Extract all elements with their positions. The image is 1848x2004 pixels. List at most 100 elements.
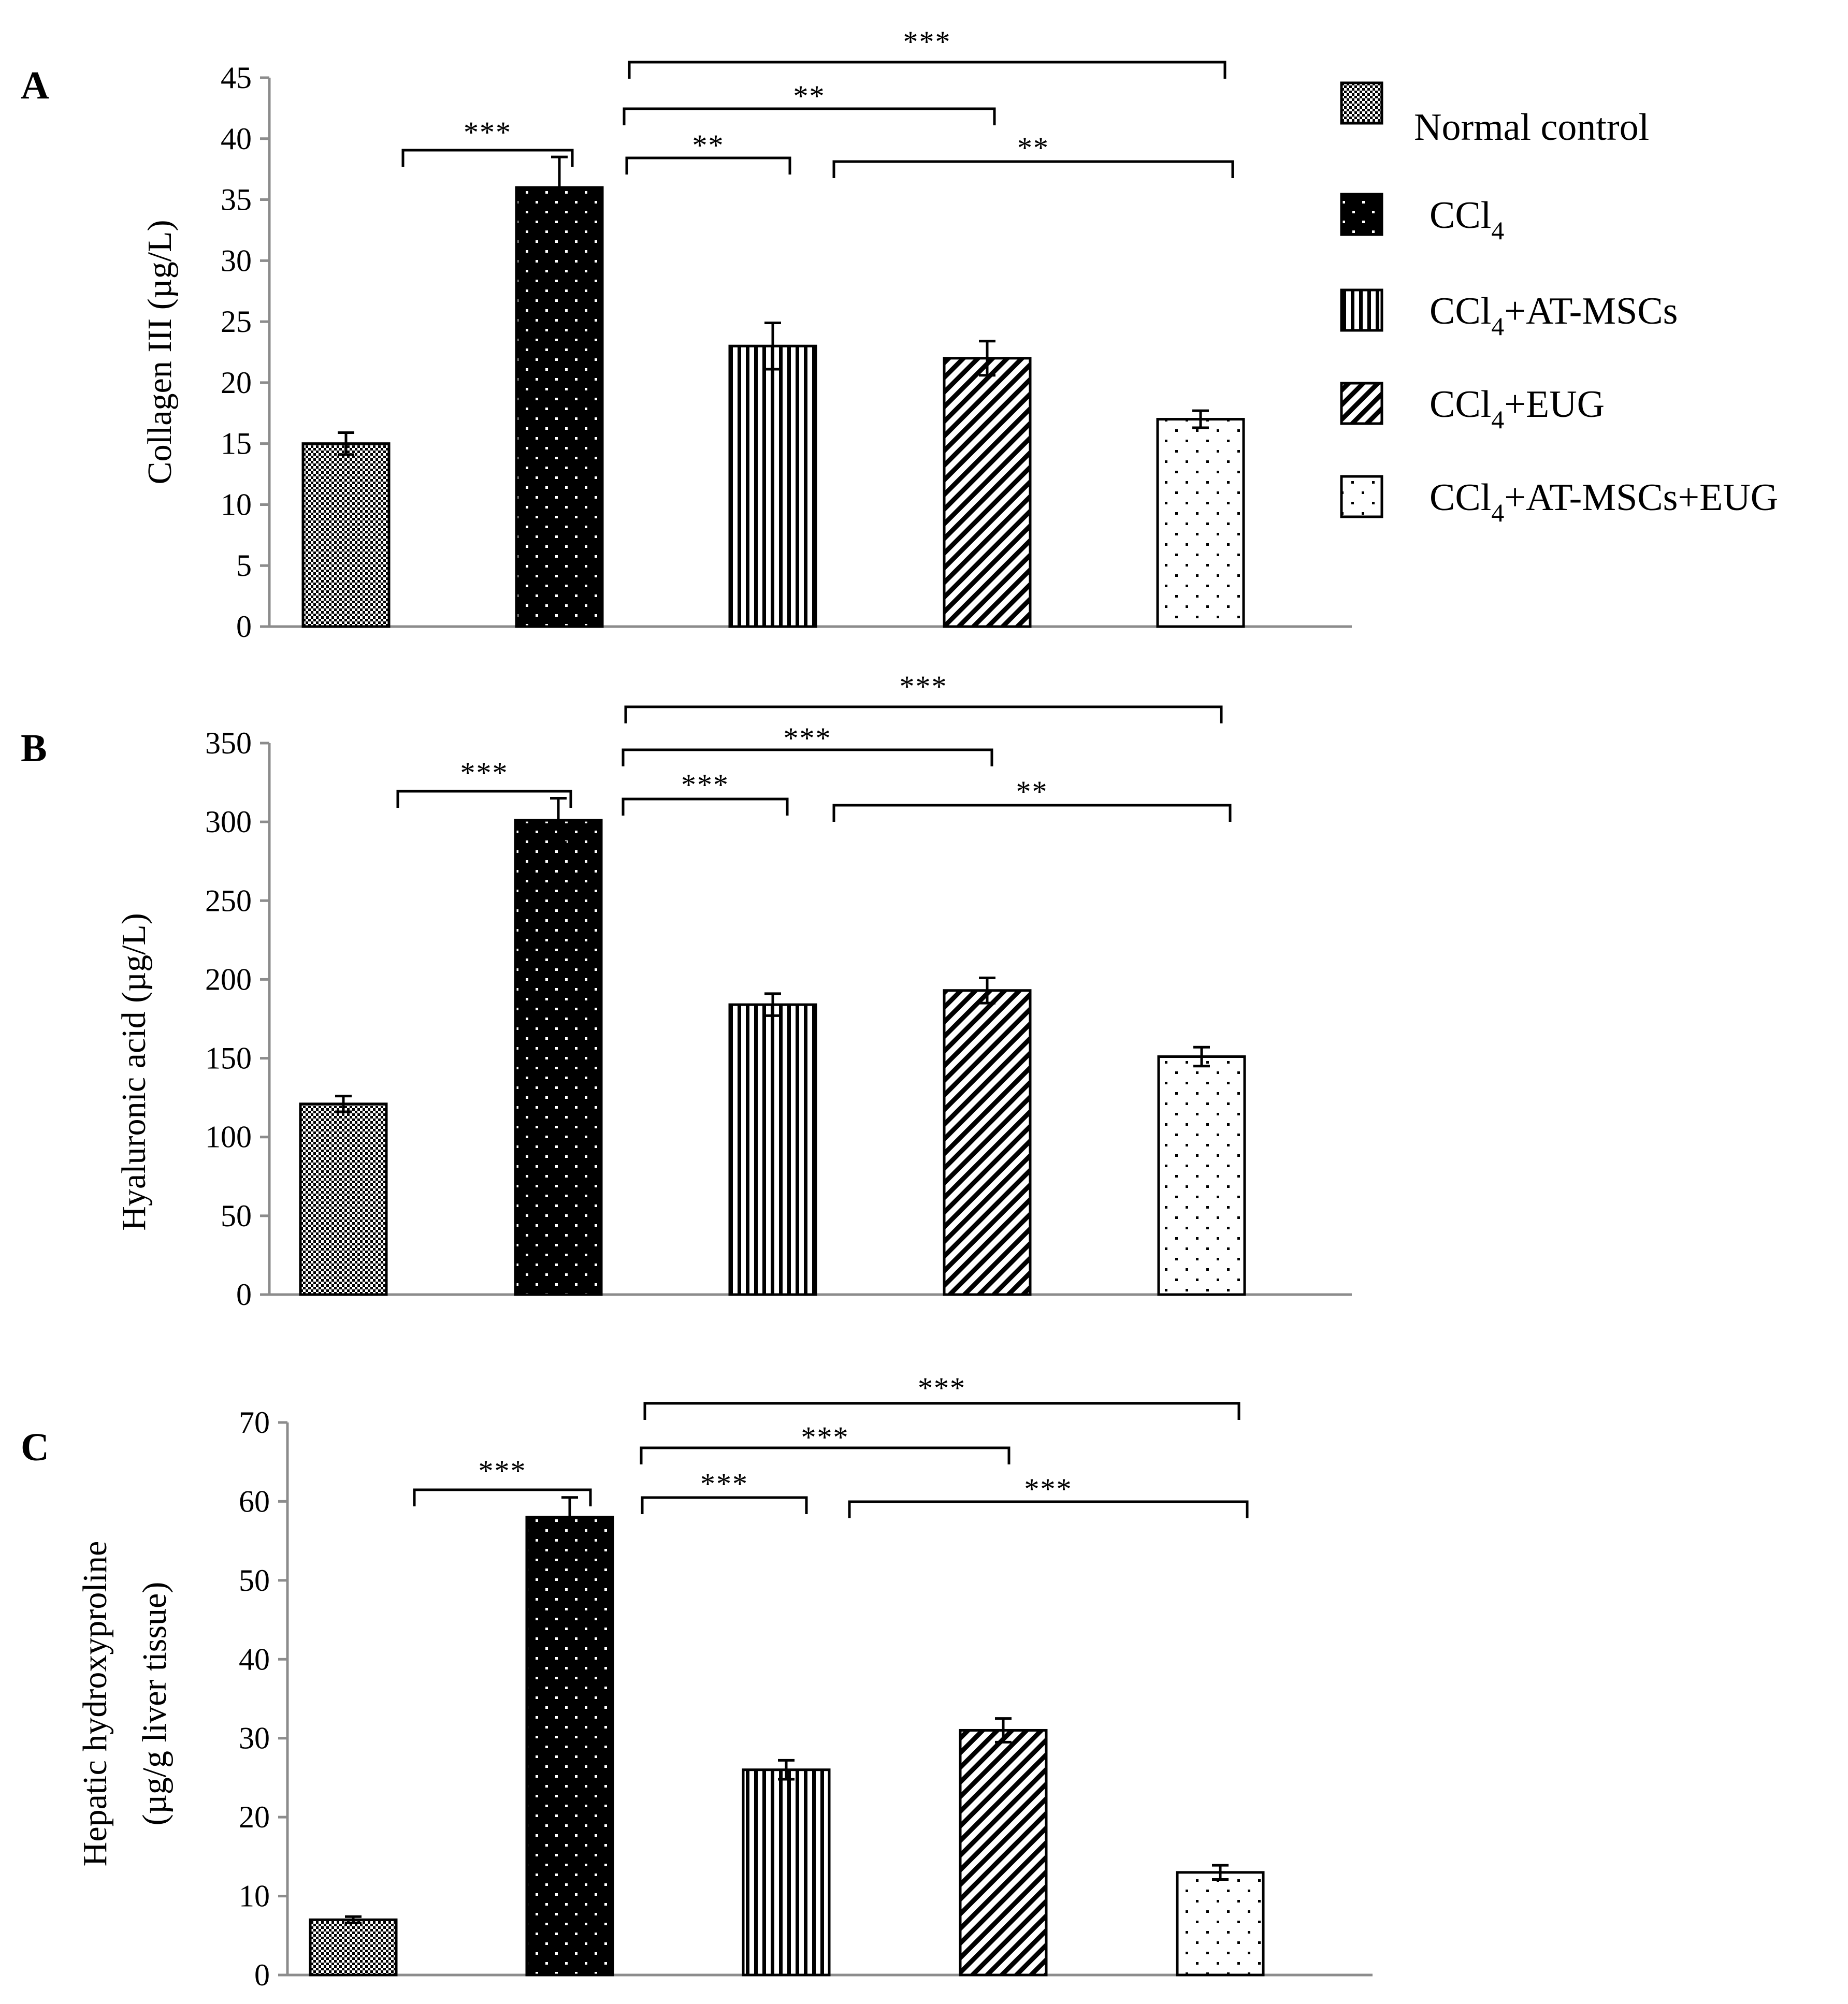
legend-label: Normal control xyxy=(1414,106,1649,149)
significance-label: *** xyxy=(918,1371,966,1405)
significance-bracket xyxy=(622,748,993,766)
chart-panel-a: A Collagen III (µg/L) 0 5 10 15 20 25 30 35 40 45 **… xyxy=(21,25,1352,644)
legend-label: CCl4+AT-MSCs xyxy=(1430,290,1678,341)
y-tick-label: 15 xyxy=(221,427,252,461)
y-tick-label: 20 xyxy=(239,1800,270,1834)
legend-label-subscript: 4 xyxy=(1491,216,1504,245)
significance-bracket xyxy=(623,107,996,125)
y-tick-label: 50 xyxy=(221,1199,252,1233)
legend-label-subscript: 4 xyxy=(1491,312,1504,341)
bar xyxy=(515,186,604,628)
significance-label: *** xyxy=(464,115,512,149)
significance-label: *** xyxy=(1024,1472,1073,1506)
y-tick-label: 100 xyxy=(205,1120,252,1154)
significance-label: *** xyxy=(700,1467,748,1501)
significance-label: *** xyxy=(801,1420,849,1454)
y-tick-label: 40 xyxy=(239,1642,270,1676)
legend-label-main: CCl xyxy=(1430,383,1491,426)
bar xyxy=(959,1729,1048,1977)
significance-label: *** xyxy=(784,721,832,755)
y-tick-label: 200 xyxy=(205,962,252,996)
legend-label-main: CCl xyxy=(1430,476,1491,519)
legend-swatch xyxy=(1340,382,1383,425)
significance-bracket xyxy=(622,797,789,816)
significance-bracket xyxy=(643,1402,1240,1420)
bar xyxy=(1157,1055,1246,1296)
legend-swatch xyxy=(1340,193,1383,236)
chart-panel-b: B Hyaluronic acid (µg/L) 0 50 100 150 200 250 30… xyxy=(21,670,1352,1312)
bar xyxy=(943,357,1032,628)
significance-bracket xyxy=(832,804,1232,822)
y-tick-label: 150 xyxy=(205,1041,252,1076)
bar xyxy=(1176,1871,1265,1977)
significance-label: ** xyxy=(692,128,725,162)
significance-label: *** xyxy=(900,670,948,703)
y-tick-label: 20 xyxy=(221,366,252,400)
significance-bracket xyxy=(848,1500,1249,1518)
legend-swatch xyxy=(1340,81,1383,125)
panel-label: C xyxy=(21,1426,49,1469)
y-tick-label: 0 xyxy=(236,609,252,644)
y-tick-label: 70 xyxy=(239,1405,270,1440)
significance-bracket xyxy=(640,1446,1010,1464)
legend-label-main: CCl xyxy=(1430,194,1491,237)
y-axis-title: Hepatic hydroxyproline xyxy=(76,1541,114,1867)
y-tick-label: 350 xyxy=(205,726,252,760)
y-tick-label: 50 xyxy=(239,1563,270,1598)
y-axis-title: Collagen III (µg/L) xyxy=(141,220,179,485)
significance-label: *** xyxy=(903,25,951,59)
y-tick-label: 30 xyxy=(239,1721,270,1755)
bar xyxy=(514,819,603,1296)
y-tick-label: 25 xyxy=(221,304,252,339)
legend-label-subscript: 4 xyxy=(1491,405,1504,434)
y-axis-title-line2: (µg/g liver tissue) xyxy=(136,1582,174,1826)
significance-bracket xyxy=(641,1496,808,1514)
significance-bracket xyxy=(625,156,791,175)
chart-panel-c: C Hepatic hydroxyproline (µg/g liver tissu… xyxy=(21,1371,1373,1992)
legend-label-rest: +EUG xyxy=(1504,383,1605,426)
legend: Normal controlCCl4CCl4+AT-MSCsCCl4+EUGCC… xyxy=(1340,81,1778,527)
legend-label: CCl4+AT-MSCs+EUG xyxy=(1430,476,1778,527)
significance-bracket xyxy=(624,705,1223,723)
bar xyxy=(742,1768,831,1977)
significance-label: *** xyxy=(460,756,509,790)
significance-label: *** xyxy=(479,1454,527,1488)
y-tick-label: 10 xyxy=(221,487,252,521)
legend-label: CCl4 xyxy=(1430,194,1504,245)
significance-label: ** xyxy=(1017,131,1049,165)
bar xyxy=(728,344,817,628)
bar xyxy=(301,442,391,628)
y-axis-title: Hyaluronic acid (µg/L) xyxy=(115,913,153,1230)
significance-label: *** xyxy=(681,768,729,802)
legend-label-rest: +AT-MSCs xyxy=(1504,290,1678,332)
bar xyxy=(1156,418,1245,628)
legend-label-rest: +AT-MSCs+EUG xyxy=(1504,476,1778,519)
significance-bracket xyxy=(396,790,572,808)
y-tick-label: 5 xyxy=(236,548,252,583)
significance-label: ** xyxy=(793,79,826,113)
legend-label-subscript: 4 xyxy=(1491,498,1504,527)
legend-label: CCl4+EUG xyxy=(1430,383,1605,434)
panel-label: B xyxy=(21,727,47,770)
y-tick-label: 35 xyxy=(221,183,252,217)
y-tick-label: 60 xyxy=(239,1484,270,1518)
y-tick-label: 10 xyxy=(239,1879,270,1913)
legend-swatch xyxy=(1340,288,1383,332)
bar xyxy=(309,1918,398,1977)
significance-bracket xyxy=(401,149,574,167)
panel-label: A xyxy=(21,64,49,107)
legend-swatch xyxy=(1340,475,1383,518)
y-tick-label: 250 xyxy=(205,883,252,918)
y-tick-label: 300 xyxy=(205,805,252,839)
legend-label-main: CCl xyxy=(1430,290,1491,332)
bar xyxy=(943,989,1032,1296)
legend-label-main: Normal control xyxy=(1414,106,1649,149)
significance-bracket xyxy=(628,61,1226,79)
bar xyxy=(728,1003,817,1296)
y-tick-label: 0 xyxy=(236,1277,252,1312)
bar xyxy=(525,1516,614,1977)
significance-label: ** xyxy=(1016,775,1048,808)
y-tick-label: 30 xyxy=(221,243,252,278)
significance-bracket xyxy=(413,1488,592,1506)
